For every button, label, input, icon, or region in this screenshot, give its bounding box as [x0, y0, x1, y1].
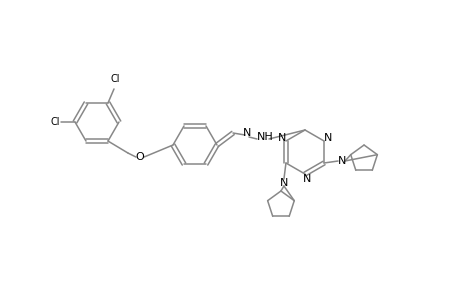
- Text: N: N: [323, 133, 331, 143]
- Text: N: N: [302, 174, 310, 184]
- Text: N: N: [277, 133, 285, 143]
- Text: N: N: [337, 156, 346, 166]
- Text: O: O: [135, 152, 144, 162]
- Text: Cl: Cl: [50, 117, 60, 127]
- Text: N: N: [242, 128, 251, 138]
- Text: Cl: Cl: [110, 74, 119, 84]
- Text: N: N: [279, 178, 287, 188]
- Text: NH: NH: [256, 132, 273, 142]
